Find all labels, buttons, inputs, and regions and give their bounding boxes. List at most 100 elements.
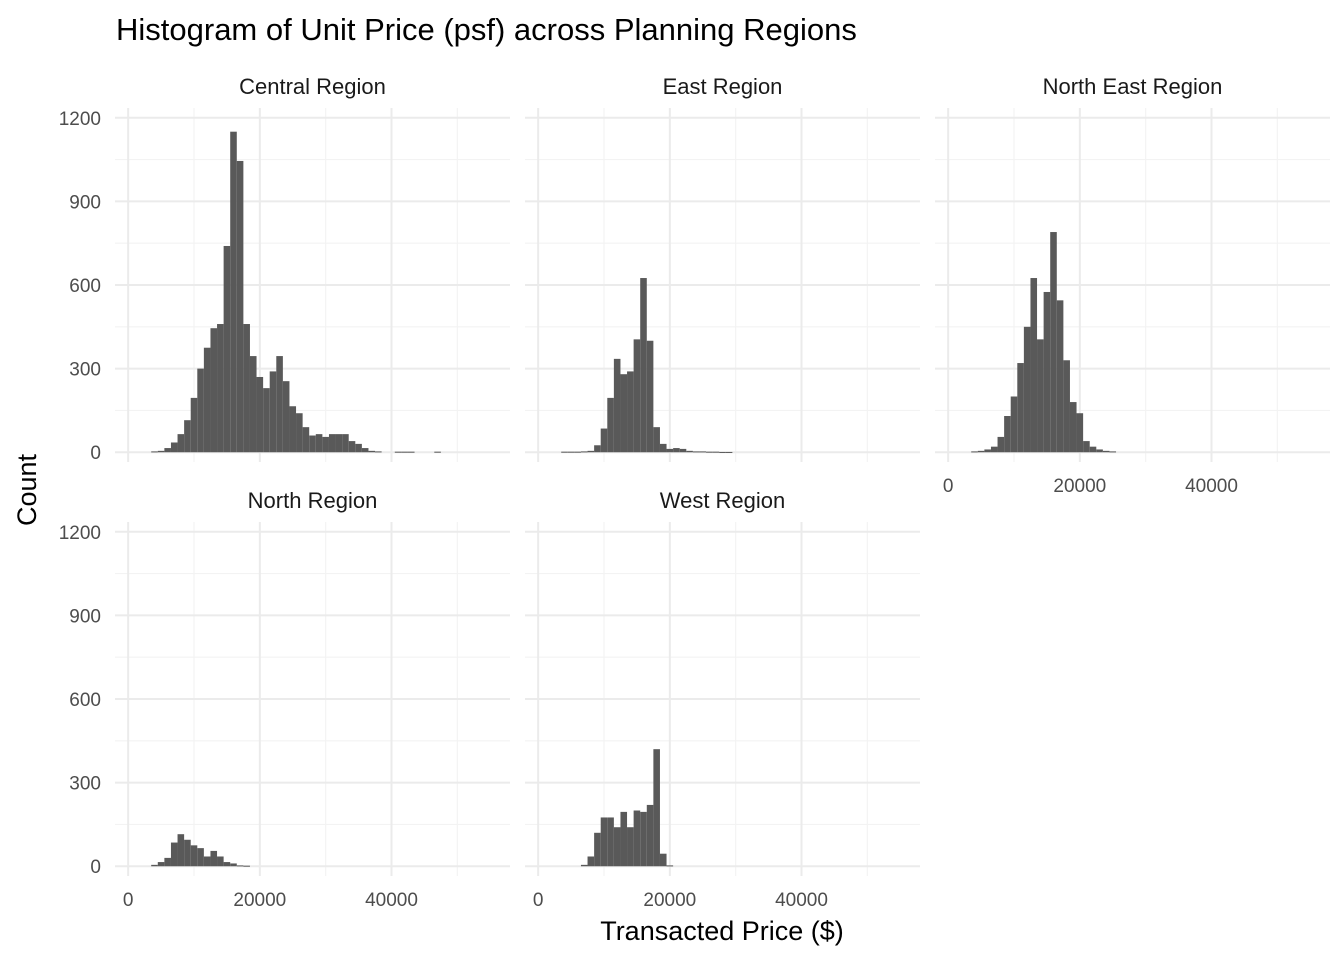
histogram-bar: [594, 445, 601, 453]
histogram-bar: [620, 374, 628, 453]
histogram-bar: [157, 450, 165, 453]
histogram-bar: [627, 371, 634, 453]
histogram-bar: [627, 827, 634, 867]
histogram-bar: [633, 339, 641, 453]
histogram-bar: [348, 441, 356, 453]
histogram-bar: [1056, 300, 1064, 453]
histogram-bar: [1109, 451, 1117, 453]
histogram-bar: [177, 834, 185, 867]
histogram-bar: [190, 845, 198, 867]
histogram-bar: [719, 451, 726, 453]
histogram-bar: [1096, 449, 1103, 453]
histogram-bar: [561, 451, 568, 453]
histogram-bar: [633, 810, 641, 867]
histogram-bar: [210, 850, 218, 867]
x-tick-label: 40000: [365, 890, 418, 911]
histogram-bar: [673, 448, 680, 453]
histogram-bar: [1089, 446, 1097, 453]
histogram-bar: [243, 324, 250, 453]
histogram-bar: [368, 450, 376, 453]
histogram-bar: [587, 856, 595, 867]
histogram-bar: [309, 435, 316, 453]
histogram-bar: [990, 446, 998, 453]
histogram-bar: [971, 451, 978, 453]
histogram-bar: [249, 356, 257, 453]
panel-north-east-region: North East Region 0 20000 40000: [935, 74, 1330, 497]
histogram-bar: [1010, 396, 1018, 453]
histogram-bar: [1102, 450, 1110, 453]
histogram-bar: [653, 427, 660, 453]
histogram-bar: [640, 278, 647, 453]
histogram-bar: [725, 451, 733, 453]
histogram-bar: [217, 324, 224, 453]
panel-north-region: North Region 0 300 600 900 1200 0 20000 40000: [59, 488, 510, 911]
histogram-bar: [1017, 363, 1024, 453]
histogram-bar: [434, 451, 441, 453]
histogram-bar: [335, 434, 343, 453]
panel-central-region: Central Region 0 300 600 900 1200: [59, 74, 510, 464]
histogram-bar: [1043, 291, 1051, 453]
x-tick-label: 40000: [775, 890, 828, 911]
histogram-bar: [587, 450, 595, 453]
y-tick-label: 300: [69, 774, 101, 795]
y-tick-label: 1200: [59, 109, 101, 130]
y-tick-label: 900: [69, 606, 101, 627]
x-tick-label: 40000: [1185, 476, 1238, 497]
histogram-bar: [1004, 416, 1011, 453]
histogram-bar: [997, 436, 1005, 453]
histogram-bar: [607, 397, 614, 453]
histogram-bar: [210, 328, 218, 453]
y-axis-title: Count: [12, 453, 42, 526]
histogram-bar: [282, 381, 290, 453]
histogram-bar: [1063, 360, 1070, 453]
histogram-bar: [686, 450, 693, 453]
histogram-bar: [666, 865, 674, 867]
y-tick-label: 600: [69, 276, 101, 297]
histogram-bar: [236, 160, 244, 453]
histogram-bar: [1050, 232, 1057, 453]
histogram-bar: [170, 842, 178, 867]
histogram-bar: [1069, 402, 1077, 453]
histogram-bar: [296, 413, 303, 453]
histogram-bar: [263, 388, 270, 453]
histogram-bar: [151, 451, 158, 453]
histogram-bar: [1083, 441, 1090, 453]
histogram-bar: [646, 804, 654, 867]
y-tick-label: 1200: [59, 523, 101, 544]
histogram-bar: [223, 862, 231, 867]
histogram-bar: [315, 434, 323, 453]
histogram-bar: [289, 406, 297, 453]
histogram-bar: [203, 347, 211, 453]
histogram-bar: [600, 428, 608, 453]
histogram-bar: [243, 865, 250, 867]
x-tick-label: 20000: [1053, 476, 1106, 497]
x-tick-label: 0: [123, 890, 134, 911]
y-tick-label: 0: [90, 443, 101, 464]
x-tick-label: 0: [943, 476, 954, 497]
histogram-bar: [712, 451, 720, 453]
y-tick-label: 900: [69, 192, 101, 213]
histogram-bar: [342, 434, 349, 453]
histogram-bar: [699, 451, 707, 453]
histogram-bar: [653, 749, 660, 867]
histogram-bar: [407, 451, 415, 453]
histogram-bar: [184, 839, 191, 867]
panel-label-west-region: West Region: [660, 488, 786, 513]
histogram-bar: [276, 356, 283, 453]
panel-label-east-region: East Region: [663, 74, 783, 99]
histogram-bar: [1023, 326, 1031, 453]
histogram-bar: [190, 397, 198, 453]
histogram-bar: [164, 857, 171, 867]
histogram-bar: [302, 427, 310, 453]
histogram-bar: [230, 863, 237, 867]
histogram-bar: [217, 856, 224, 867]
histogram-bar: [269, 371, 277, 453]
histogram-bar: [977, 450, 985, 453]
x-tick-label: 0: [533, 890, 544, 911]
histogram-bar: [151, 864, 158, 867]
histogram-bar: [328, 434, 336, 453]
histogram-bar: [574, 451, 581, 453]
histogram-bar: [1076, 413, 1084, 453]
x-tick-label: 20000: [233, 890, 286, 911]
